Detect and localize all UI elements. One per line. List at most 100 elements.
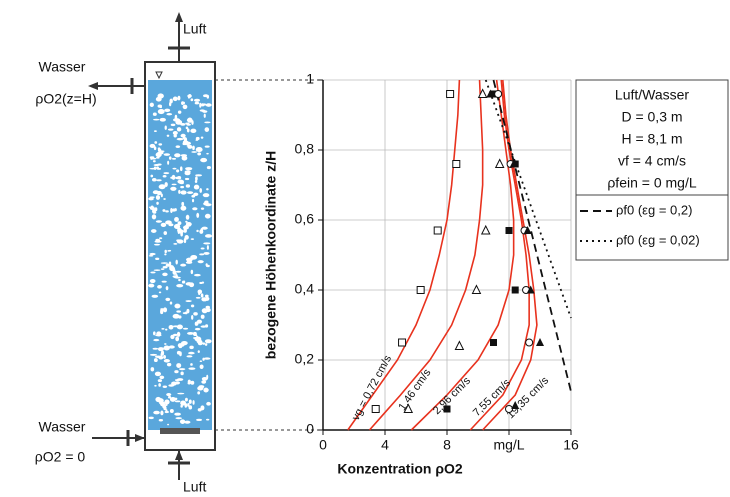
arrow xyxy=(88,82,98,90)
bubble xyxy=(188,399,192,404)
bubble xyxy=(164,249,167,254)
bubble xyxy=(195,296,201,299)
bubble xyxy=(192,207,198,211)
bubble xyxy=(159,237,163,240)
bubble xyxy=(174,400,181,403)
marker xyxy=(446,90,455,98)
bubble xyxy=(160,262,168,264)
bubble xyxy=(177,95,181,101)
bubble xyxy=(158,419,164,422)
bubble xyxy=(152,160,156,163)
bubble xyxy=(155,257,160,261)
bubble xyxy=(164,108,171,113)
bubble xyxy=(164,343,167,345)
bubble xyxy=(179,166,183,172)
bubble xyxy=(170,334,175,340)
bubble xyxy=(204,203,212,207)
bubble xyxy=(204,294,209,298)
bubble xyxy=(168,223,174,227)
bubble xyxy=(190,304,195,308)
bubble xyxy=(172,167,177,170)
bubble xyxy=(148,254,154,257)
bubble xyxy=(185,214,190,220)
x-tick-label: 4 xyxy=(381,437,389,453)
bubble xyxy=(150,271,156,274)
bubble xyxy=(186,128,190,133)
bubble xyxy=(194,273,201,277)
series-line xyxy=(368,79,484,431)
bubble xyxy=(160,268,165,270)
bubble xyxy=(181,201,185,207)
bubble xyxy=(165,210,169,213)
bubble xyxy=(149,167,157,170)
bubble xyxy=(206,245,209,250)
marker xyxy=(490,90,497,98)
bubble xyxy=(171,208,176,212)
bubble xyxy=(155,220,162,223)
bubble xyxy=(175,417,183,420)
bubble xyxy=(180,205,187,211)
bubble xyxy=(153,410,160,415)
bubble xyxy=(203,242,211,245)
series-line xyxy=(410,79,515,431)
bubble xyxy=(179,351,182,357)
bubble xyxy=(165,220,172,225)
bubble xyxy=(168,345,175,349)
bubble xyxy=(206,202,209,205)
bubble xyxy=(168,249,172,252)
bubble xyxy=(195,147,203,153)
series-line xyxy=(347,79,461,431)
bubble xyxy=(148,416,154,420)
bubble xyxy=(188,405,193,410)
bubble xyxy=(167,423,170,426)
bubble xyxy=(149,143,156,149)
x-tick-label: 0 xyxy=(319,437,327,453)
bubble xyxy=(167,160,170,165)
rho-label: ρO2(z=H) xyxy=(35,91,96,107)
bubble xyxy=(203,251,210,255)
y-tick-label: 1 xyxy=(306,71,314,87)
bubble xyxy=(184,397,188,402)
marker xyxy=(477,88,488,98)
bubble xyxy=(165,263,172,267)
bubble xyxy=(177,110,182,114)
y-axis-label: bezogene Höhenkoordinate z/H xyxy=(263,151,279,359)
bubble xyxy=(195,174,203,177)
bubble xyxy=(163,198,166,200)
bubble xyxy=(154,243,160,246)
bubble xyxy=(153,338,160,342)
bubble xyxy=(177,392,185,395)
bubble xyxy=(176,283,184,288)
bubble xyxy=(153,331,156,336)
bubble xyxy=(174,114,178,120)
bubble xyxy=(171,157,177,160)
marker xyxy=(403,403,414,413)
bubble xyxy=(199,360,203,363)
bubble xyxy=(185,167,193,171)
bubble xyxy=(152,112,157,116)
bubble xyxy=(170,186,177,191)
bubble xyxy=(175,119,183,125)
bubble xyxy=(192,145,195,151)
bubble xyxy=(190,269,194,275)
marker xyxy=(536,338,544,346)
bubble xyxy=(152,347,159,350)
bubble xyxy=(190,128,197,134)
bubble xyxy=(196,418,203,422)
bubble xyxy=(197,350,200,354)
bubble xyxy=(158,355,164,360)
bubble xyxy=(180,263,187,267)
bubble xyxy=(156,331,162,337)
bubble xyxy=(166,362,172,367)
bubble xyxy=(160,410,164,416)
bubble xyxy=(205,305,211,309)
bubble xyxy=(194,179,198,184)
bubble xyxy=(154,141,158,144)
bubble xyxy=(156,166,159,169)
bubble xyxy=(192,331,197,336)
bubble xyxy=(170,208,173,213)
bubble xyxy=(158,383,161,387)
bubble xyxy=(205,234,212,238)
bubble xyxy=(157,104,163,108)
